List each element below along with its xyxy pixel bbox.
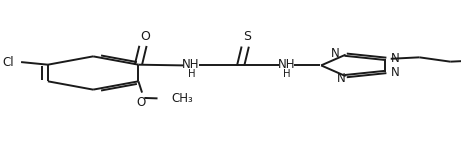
Text: O: O	[140, 30, 150, 43]
Text: H: H	[283, 69, 291, 79]
Text: NH: NH	[182, 58, 200, 71]
Text: N: N	[391, 66, 400, 79]
Text: O: O	[136, 96, 146, 109]
Text: S: S	[243, 30, 251, 43]
Text: CH₃: CH₃	[171, 92, 193, 105]
Text: N: N	[391, 52, 400, 65]
Text: NH: NH	[277, 58, 295, 71]
Text: N: N	[337, 72, 346, 85]
Text: H: H	[188, 69, 195, 79]
Text: Cl: Cl	[2, 56, 14, 69]
Text: N: N	[331, 47, 340, 60]
